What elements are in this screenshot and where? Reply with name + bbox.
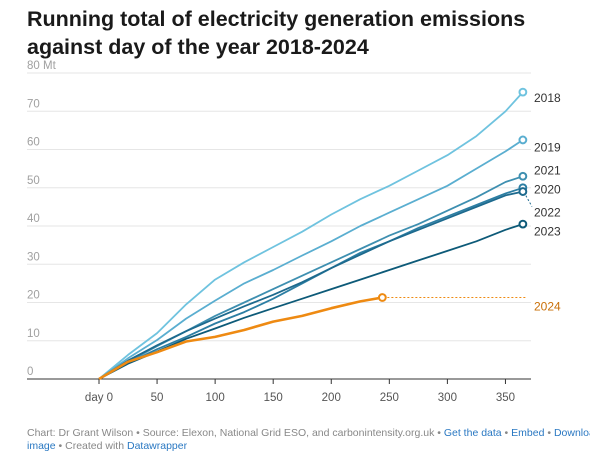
chart-footer: Chart: Dr Grant Wilson • Source: Elexon,… (27, 427, 590, 453)
series-lines (98, 91, 524, 381)
y-tick-label: 10 (27, 328, 40, 340)
y-unit-label: 80 Mt (27, 60, 57, 72)
series-label-2024: 2024 (534, 299, 561, 313)
series-label-2023: 2023 (534, 225, 561, 239)
y-tick-label: 70 (27, 98, 40, 110)
series-end-marker-2023 (518, 219, 528, 229)
chart-title: Running total of electricity generation … (27, 7, 526, 59)
y-tick-label: 30 (27, 251, 40, 263)
series-markers (377, 87, 533, 302)
footer-sep: • (501, 427, 512, 439)
get-data-link[interactable]: Get the data (443, 427, 502, 439)
series-label-2021: 2021 (534, 164, 561, 178)
footer-line-2: image • Created with Datawrapper (27, 440, 590, 453)
series-line-2018 (98, 91, 524, 380)
x-tick-label: 200 (322, 392, 341, 404)
series-line-2024 (98, 296, 383, 381)
datawrapper-link[interactable]: Datawrapper (126, 440, 188, 452)
x-tick-label: day 0 (85, 392, 113, 404)
x-tick-label: 350 (496, 392, 515, 404)
embed-link[interactable]: Embed (511, 427, 545, 439)
y-tick-label: 20 (27, 290, 40, 302)
x-tick-label: 50 (151, 392, 164, 404)
download-image-link-cont[interactable]: image (27, 440, 56, 452)
series-line-2023 (98, 223, 524, 380)
y-axis-ticks: 80 Mt 0 10 20 30 40 50 60 70 (27, 60, 57, 378)
y-tick-label: 40 (27, 213, 40, 225)
series-end-marker-2024 (377, 293, 387, 302)
y-tick-label: 50 (27, 175, 40, 187)
series-line-2019 (98, 139, 524, 380)
x-tick-label: 100 (206, 392, 225, 404)
footer-line-1: Chart: Dr Grant Wilson • Source: Elexon,… (27, 427, 590, 440)
download-image-link[interactable]: Download (553, 427, 590, 439)
grid-lines (27, 72, 531, 342)
x-axis: day 0 50 100 150 200 250 300 350 (27, 378, 531, 404)
y-tick-label: 60 (27, 137, 40, 149)
series-end-marker-2021 (518, 171, 528, 181)
series-labels: 2018 2019 2021 2020 2022 2023 2024 (534, 91, 561, 313)
chart-svg: 80 Mt 0 10 20 30 40 50 60 70 day 0 50 100 150 200 250… (27, 60, 561, 404)
x-tick-label: 250 (380, 392, 399, 404)
series-end-marker-2022 (518, 187, 528, 196)
y-tick-label: 0 (27, 366, 33, 378)
series-label-2019: 2019 (534, 141, 561, 155)
footer-sep: • (544, 427, 554, 439)
series-label-2020: 2020 (534, 183, 561, 197)
series-end-marker-2019 (518, 135, 528, 145)
footer-source: Chart: Dr Grant Wilson • Source: Elexon,… (27, 427, 444, 439)
series-label-2022: 2022 (534, 206, 561, 220)
series-end-marker-2018 (518, 87, 528, 97)
series-line-2022 (98, 190, 524, 380)
x-tick-label: 150 (264, 392, 283, 404)
footer-created: • Created with (55, 440, 127, 452)
series-connector-2022 (525, 195, 533, 207)
x-tick-label: 300 (438, 392, 457, 404)
series-label-2018: 2018 (534, 91, 561, 105)
